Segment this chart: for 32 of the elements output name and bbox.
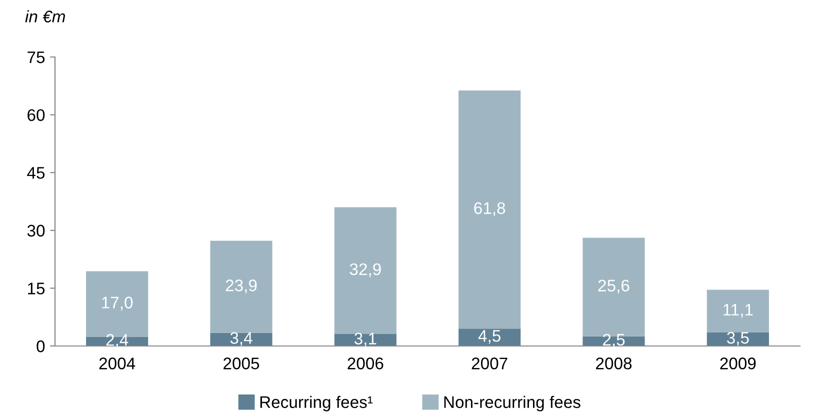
y-tick-label: 15: [28, 282, 45, 294]
y-tick-label: 0: [36, 340, 45, 352]
data-label: 32,9: [350, 263, 381, 278]
y-tick-label: 30: [27, 224, 45, 237]
data-label: 3,1: [354, 332, 376, 346]
x-tick-label: 2005: [224, 358, 260, 370]
data-label: 61,8: [474, 202, 506, 216]
bar: [458, 90, 521, 329]
data-label: 23,9: [226, 280, 257, 294]
bar: [210, 240, 272, 333]
data-label: 3,4: [230, 332, 252, 346]
data-label: 25,6: [598, 280, 630, 294]
legend-label: Non-recurring fees: [444, 396, 580, 412]
data-label: 11,1: [724, 304, 753, 318]
y-tick-label: 45: [27, 167, 45, 179]
bar: [706, 290, 769, 333]
data-label: 17,0: [102, 296, 133, 310]
x-tick-label: 2009: [720, 358, 756, 370]
x-tick-label: 2004: [99, 358, 136, 370]
bar: [334, 207, 396, 334]
x-tick-label: 2007: [472, 358, 508, 370]
x-tick-label: 2008: [596, 358, 632, 370]
data-label: 3,5: [726, 332, 749, 346]
y-axis-title: in €m: [25, 10, 65, 22]
bar: [458, 328, 521, 346]
data-label: 4,5: [478, 330, 500, 344]
y-tick-label: 60: [28, 109, 45, 122]
data-label: 2,5: [603, 334, 625, 348]
legend-label: Recurring fees¹: [260, 396, 373, 412]
y-tick-label: 75: [28, 52, 45, 64]
x-tick-label: 2006: [348, 358, 384, 370]
data-label: 2,4: [106, 334, 128, 348]
